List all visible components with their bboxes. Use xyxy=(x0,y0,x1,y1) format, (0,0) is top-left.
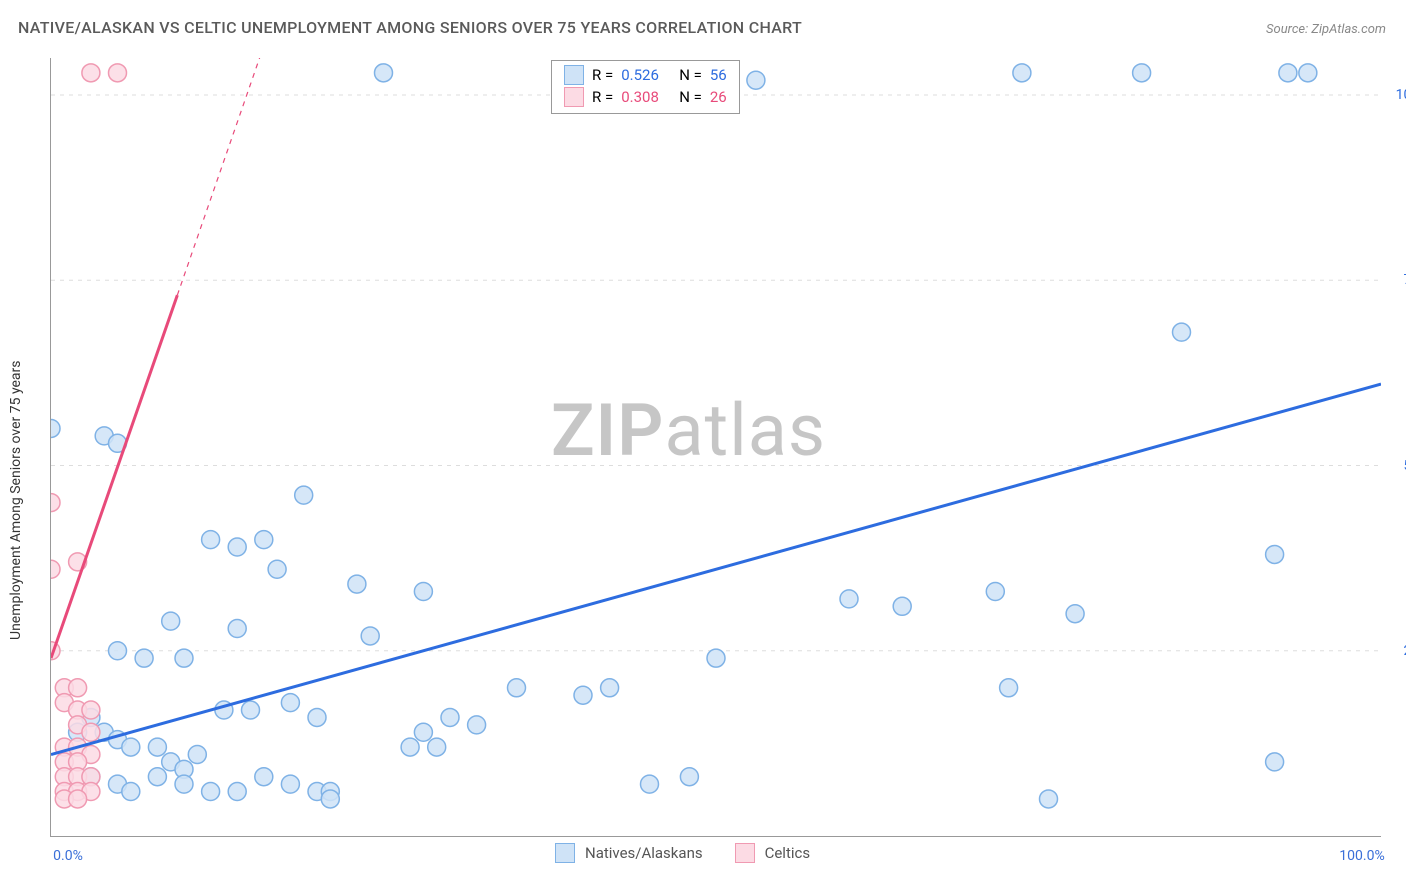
source-label: Source: ZipAtlas.com xyxy=(1266,22,1386,37)
legend-stats: R = 0.526 N = 56 R = 0.308 N = 26 xyxy=(551,60,740,114)
swatch-celtics-icon xyxy=(735,843,755,863)
x-axis-min-label: 0.0% xyxy=(53,848,83,864)
n-label: N = xyxy=(679,88,702,106)
n-value-natives: 56 xyxy=(710,66,727,84)
legend-stats-row-celtics: R = 0.308 N = 26 xyxy=(564,87,727,107)
swatch-natives-icon xyxy=(555,843,575,863)
plot-area: ZIPatlas R = 0.526 N = 56 R = 0.308 N = … xyxy=(50,58,1381,837)
x-axis-max-label: 100.0% xyxy=(1339,848,1384,864)
n-value-celtics: 26 xyxy=(710,88,727,106)
r-value-celtics: 0.308 xyxy=(621,88,671,106)
legend-label-natives: Natives/Alaskans xyxy=(585,844,703,862)
legend-stats-row-natives: R = 0.526 N = 56 xyxy=(564,65,727,85)
n-label: N = xyxy=(679,66,702,84)
y-tick-label: 100.0% xyxy=(1396,87,1406,103)
swatch-natives-icon xyxy=(564,65,584,85)
r-label: R = xyxy=(592,88,613,106)
scatter-svg xyxy=(51,58,1381,836)
swatch-celtics-icon xyxy=(564,87,584,107)
chart-container: NATIVE/ALASKAN VS CELTIC UNEMPLOYMENT AM… xyxy=(0,0,1406,892)
chart-title: NATIVE/ALASKAN VS CELTIC UNEMPLOYMENT AM… xyxy=(18,18,802,37)
r-label: R = xyxy=(592,66,613,84)
legend-series: Natives/Alaskans Celtics xyxy=(555,843,810,863)
legend-label-celtics: Celtics xyxy=(765,844,811,862)
y-axis-label: Unemployment Among Seniors over 75 years xyxy=(8,361,24,641)
r-value-natives: 0.526 xyxy=(621,66,671,84)
